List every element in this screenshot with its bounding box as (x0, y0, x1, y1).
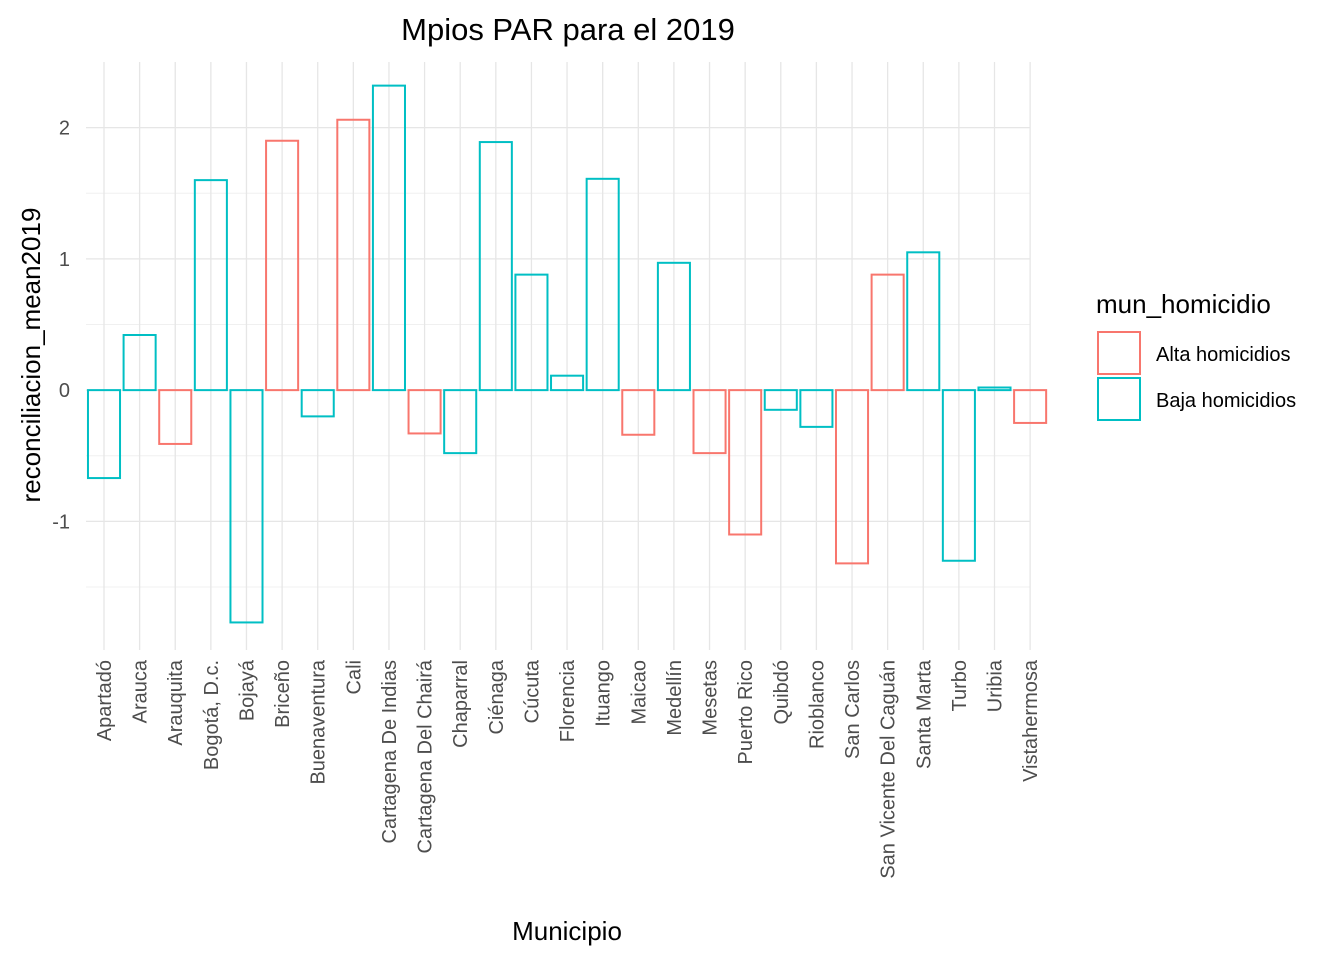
bar-quibd- (763, 389, 798, 411)
y-tick-label: 0 (59, 380, 70, 402)
legend-entry-label: Alta homicidios (1156, 344, 1291, 366)
bar-uribia (977, 386, 1012, 392)
bar-arauquita (158, 389, 193, 445)
y-tick-label: -1 (52, 511, 70, 533)
chart-title: Mpios PAR para el 2019 (401, 12, 735, 47)
bar-florencia (550, 374, 585, 392)
bar-cartagena-del-chair- (407, 389, 442, 435)
bar-buenaventura (300, 389, 335, 418)
x-tick-label: Cúcuta (521, 659, 543, 723)
bar-santa-marta (906, 251, 941, 392)
bar-cartagena-de-indias (371, 84, 406, 392)
legend-entry-label: Baja homicidios (1156, 390, 1296, 412)
bar-medell-n (656, 261, 691, 392)
y-tick-label: 2 (59, 118, 70, 140)
x-tick-label: San Carlos (842, 660, 864, 759)
x-tick-label: Turbo (949, 660, 971, 712)
legend-entries: Alta homicidios Baja homicidios (1097, 331, 1296, 421)
bar-bojay- (229, 389, 264, 624)
y-tick-labels: -1 0 1 2 (52, 118, 70, 534)
bar-c-cuta (514, 273, 549, 392)
bar-ci-naga (478, 141, 513, 392)
x-tick-label: Florencia (557, 659, 579, 742)
legend-key-swatch (1097, 331, 1141, 375)
bar-ituango (585, 177, 620, 392)
x-tick-labels: Apartadó Arauca Arauquita Bogotá, D.c. Bojay… (94, 659, 1042, 879)
x-tick-label: Briceño (272, 660, 294, 728)
x-tick-label: Quibdó (771, 660, 793, 725)
bar-maicao (621, 389, 656, 436)
bar-brice-o (265, 139, 300, 392)
y-tick-label: 1 (59, 249, 70, 271)
x-tick-label: Bojayá (236, 659, 258, 721)
bars-layer (86, 84, 1048, 624)
x-tick-label: San Vicente Del Caguán (878, 660, 900, 879)
bar-bogot-d-c- (193, 179, 228, 392)
x-tick-label: Uribia (985, 659, 1007, 712)
legend-title: mun_homicidio (1096, 289, 1271, 319)
x-tick-label: Ituango (593, 660, 615, 727)
x-tick-label: Ciénaga (486, 659, 508, 734)
x-tick-label: Cartagena Del Chairá (415, 659, 437, 853)
bar-mesetas (692, 389, 727, 455)
x-tick-label: Santa Marta (913, 659, 935, 769)
x-tick-label: Chaparral (450, 660, 472, 748)
bar-turbo (941, 389, 976, 562)
x-tick-label: Buenaventura (308, 659, 330, 784)
bar-apartad- (86, 389, 122, 480)
bar-san-carlos (834, 389, 870, 565)
y-axis-title: reconciliacion_mean2019 (16, 208, 46, 503)
x-axis-title: Municipio (512, 916, 622, 946)
bar-cali (336, 118, 371, 392)
bar-san-vicente-del-cagu-n (870, 273, 905, 392)
x-tick-label: Apartadó (94, 660, 116, 741)
bar-chaparral (443, 389, 478, 455)
x-tick-label: Arauca (130, 659, 152, 723)
x-tick-label: Maicao (628, 660, 650, 724)
legend-key-swatch (1097, 377, 1141, 421)
x-tick-label: Puerto Rico (735, 660, 757, 765)
x-tick-label: Mesetas (700, 660, 722, 736)
x-tick-label: Cali (343, 660, 365, 694)
x-tick-label: Vistahermosa (1020, 659, 1042, 782)
x-tick-label: Medellín (664, 660, 686, 736)
bar-vistahermosa (1013, 389, 1048, 424)
bar-puerto-rico (728, 389, 763, 536)
x-tick-label: Rioblanco (806, 660, 828, 749)
legend: mun_homicidio Alta homicidios Baja homici… (1096, 289, 1296, 421)
bar-arauca (122, 334, 157, 392)
x-tick-label: Cartagena De Indias (379, 660, 401, 843)
x-tick-label: Arauquita (165, 659, 187, 745)
x-tick-label: Bogotá, D.c. (201, 660, 223, 770)
bar-rioblanco (799, 389, 834, 428)
